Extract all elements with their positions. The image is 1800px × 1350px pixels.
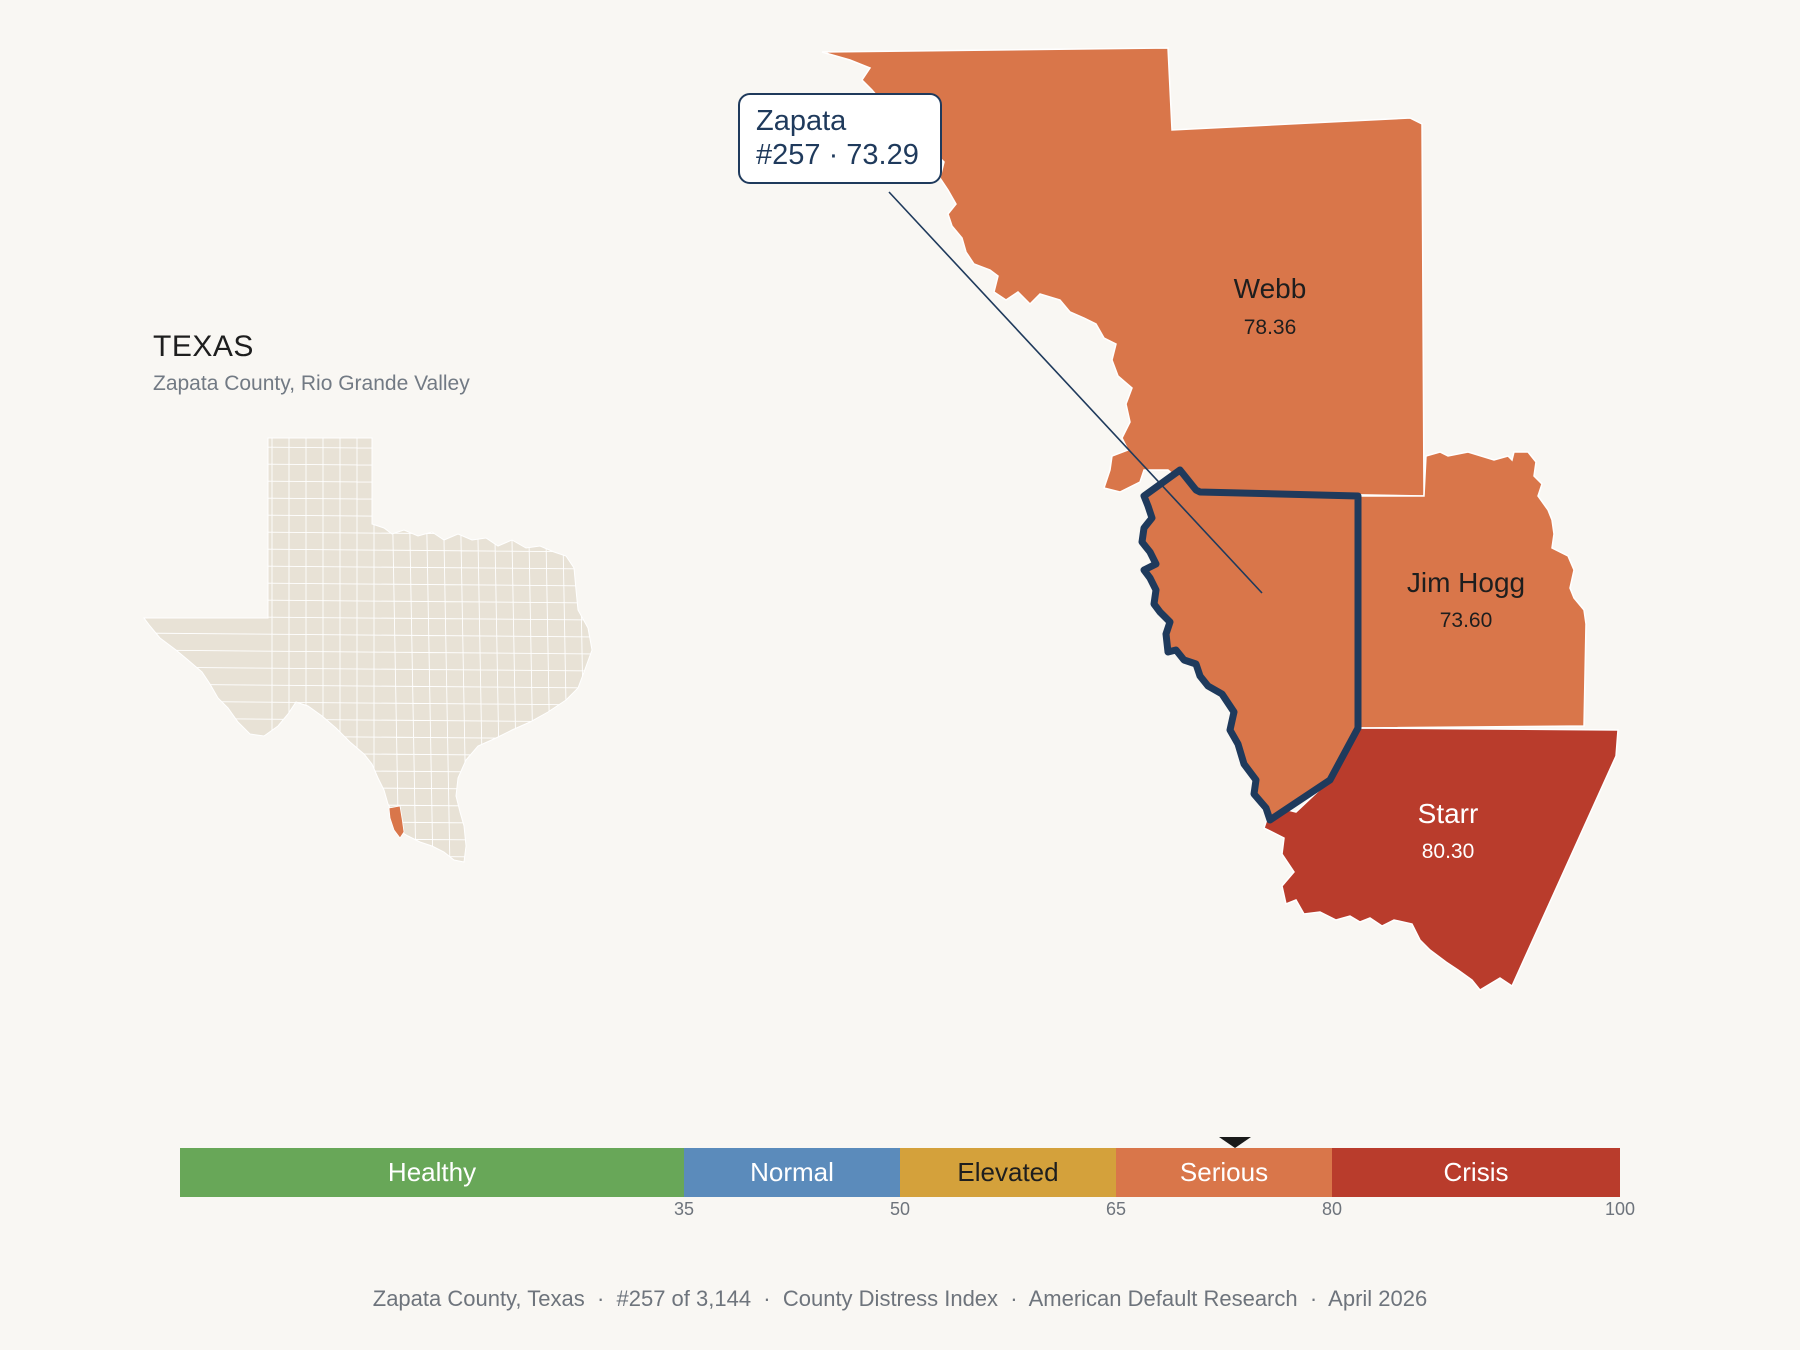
state-subtitle: Zapata County, Rio Grande Valley bbox=[153, 372, 470, 395]
county-callout: Zapata #257 · 73.29 bbox=[738, 93, 942, 184]
texas-outline bbox=[143, 437, 593, 863]
callout-rank-score: #257 · 73.29 bbox=[756, 139, 919, 171]
county-jim-hogg[interactable] bbox=[1357, 451, 1587, 729]
callout-county-name: Zapata bbox=[756, 105, 847, 137]
legend-tick: 35 bbox=[673, 1199, 695, 1219]
footer-caption: Zapata County, Texas · #257 of 3,144 · C… bbox=[372, 1286, 1428, 1311]
state-title: TEXAS bbox=[153, 330, 254, 363]
county-label-starr: Starr bbox=[1418, 798, 1479, 829]
legend-tick: 80 bbox=[1321, 1199, 1343, 1219]
legend-label: Elevated bbox=[957, 1157, 1059, 1187]
county-score-jim-hogg: 73.60 bbox=[1440, 609, 1493, 632]
legend-tick: 50 bbox=[889, 1199, 911, 1219]
legend-band-crisis: Crisis bbox=[1332, 1148, 1620, 1197]
county-score-webb: 78.36 bbox=[1244, 316, 1297, 339]
inset-zapata-highlight bbox=[388, 805, 405, 839]
legend-label: Healthy bbox=[387, 1157, 477, 1187]
county-score-starr: 80.30 bbox=[1422, 840, 1475, 863]
legend-band-healthy: Healthy bbox=[180, 1148, 684, 1197]
legend-tick: 100 bbox=[1604, 1199, 1636, 1219]
legend-label: Crisis bbox=[1443, 1157, 1509, 1187]
legend-label: Serious bbox=[1179, 1157, 1269, 1187]
county-label-jim-hogg: Jim Hogg bbox=[1407, 567, 1525, 598]
legend-band-elevated: Elevated bbox=[900, 1148, 1116, 1197]
legend-label: Normal bbox=[750, 1157, 834, 1187]
legend-tick: 65 bbox=[1105, 1199, 1127, 1219]
score-marker-icon bbox=[1219, 1137, 1252, 1148]
legend-band-serious: Serious bbox=[1116, 1148, 1332, 1197]
distress-legend: Healthy Normal Elevated Serious Crisis bbox=[180, 1148, 1620, 1197]
texas-inset-map bbox=[143, 437, 593, 863]
zapata-highlight-outline bbox=[1138, 466, 1362, 824]
county-label-webb: Webb bbox=[1234, 273, 1307, 304]
legend-band-normal: Normal bbox=[684, 1148, 900, 1197]
callout-leader-line bbox=[888, 191, 1263, 594]
